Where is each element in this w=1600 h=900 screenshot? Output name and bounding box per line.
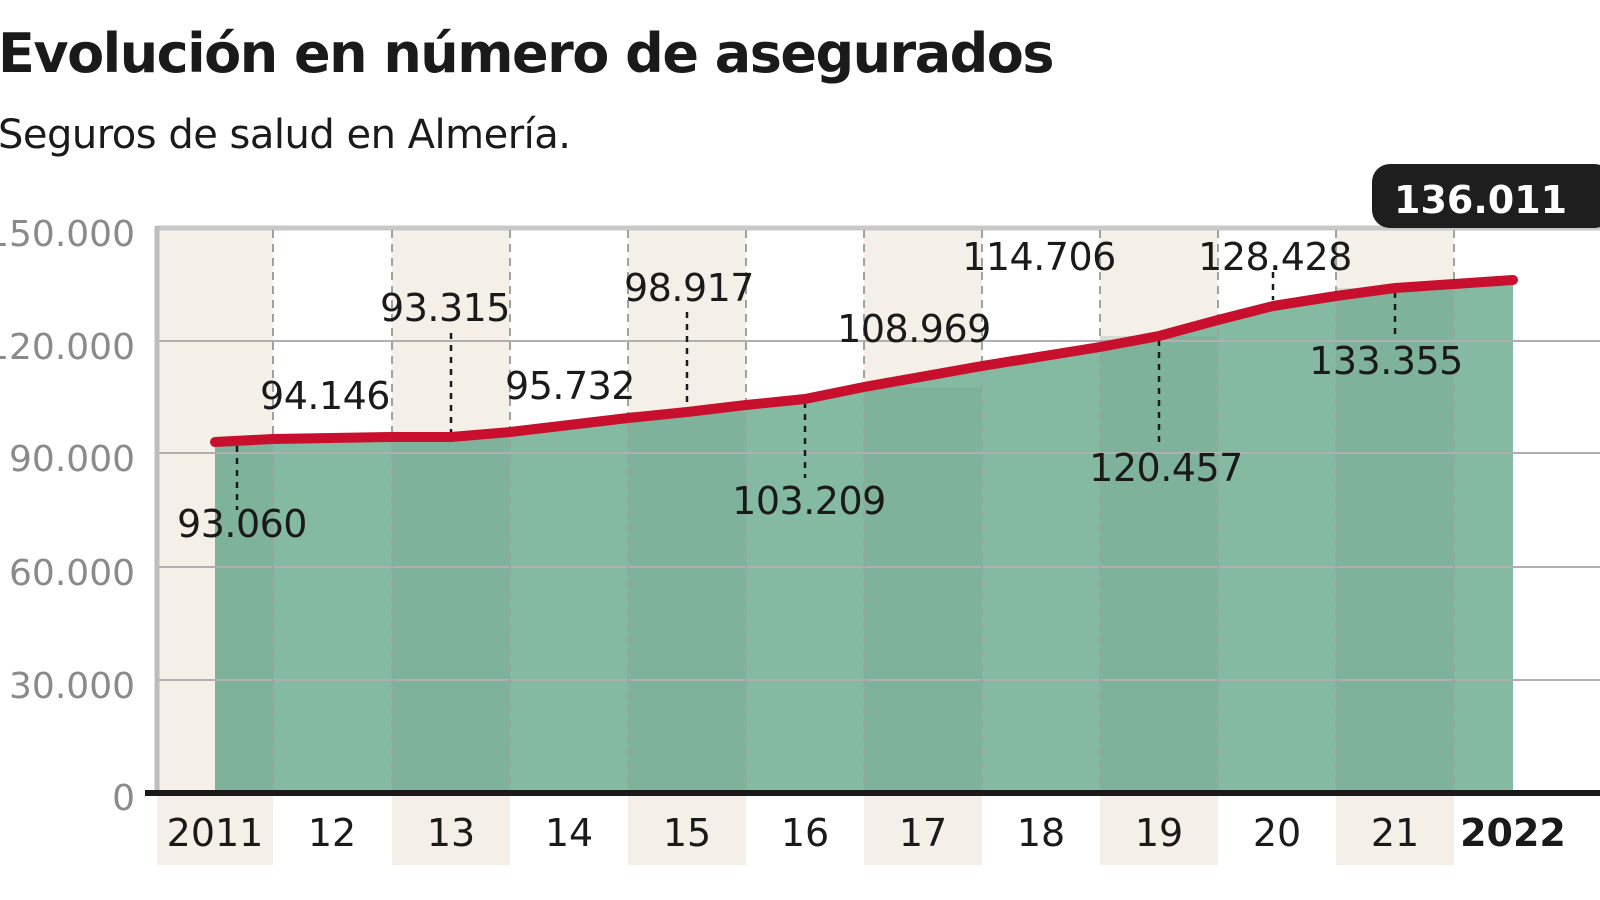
x-tick-label: 20 [1253,811,1301,855]
x-tick-label: 14 [545,811,593,855]
data-line [210,275,1518,447]
data-label: 128.428 [1198,235,1352,279]
y-tick-label: 60.000 [9,553,135,594]
data-label: 108.969 [837,307,991,351]
y-axis-labels: 0 30.000 60.000 90.000 120.000 150.000 [0,214,135,819]
area-band-overlay [215,288,1454,792]
x-tick-label: 16 [781,811,829,855]
data-label: 103.209 [732,479,886,523]
x-tick-label: 15 [663,811,711,855]
data-label: 94.146 [260,374,390,418]
y-tick-label: 30.000 [9,666,135,707]
x-tick-label: 18 [1017,811,1065,855]
x-tick-label: 2011 [167,811,264,855]
y-tick-label: 90.000 [9,439,135,480]
data-label: 120.457 [1089,446,1243,490]
x-tick-label: 19 [1135,811,1183,855]
data-label: 93.060 [177,502,307,546]
y-tick-label: 120.000 [0,327,135,368]
x-axis-labels: 2011 12 13 14 15 16 17 18 19 20 21 2022 [167,811,1566,855]
x-gridlines [272,230,1455,792]
y-tick-label: 0 [112,778,135,819]
area-fill [215,280,1513,792]
x-tick-label: 13 [427,811,475,855]
x-tick-label: 21 [1371,811,1419,855]
y-tick-label: 150.000 [0,214,135,255]
data-label: 133.355 [1309,339,1463,383]
chart-subtitle: Seguros de salud en Almería. [0,112,571,158]
highlight-callout: 136.011 [1372,164,1600,228]
x-tick-label: 17 [899,811,947,855]
data-labels: 93.060 94.146 93.315 95.732 98.917 103.2… [177,235,1463,546]
data-label: 114.706 [962,235,1116,279]
x-tick-label-highlight: 2022 [1460,811,1566,855]
chart-title: Evolución en número de asegurados [0,22,1055,85]
data-label: 95.732 [505,364,635,408]
x-tick-label: 12 [308,811,356,855]
y-gridlines [157,225,1600,681]
data-label: 93.315 [380,286,510,330]
callout-value: 136.011 [1394,178,1567,222]
data-label: 98.917 [624,266,754,310]
leader-lines [235,272,1397,510]
